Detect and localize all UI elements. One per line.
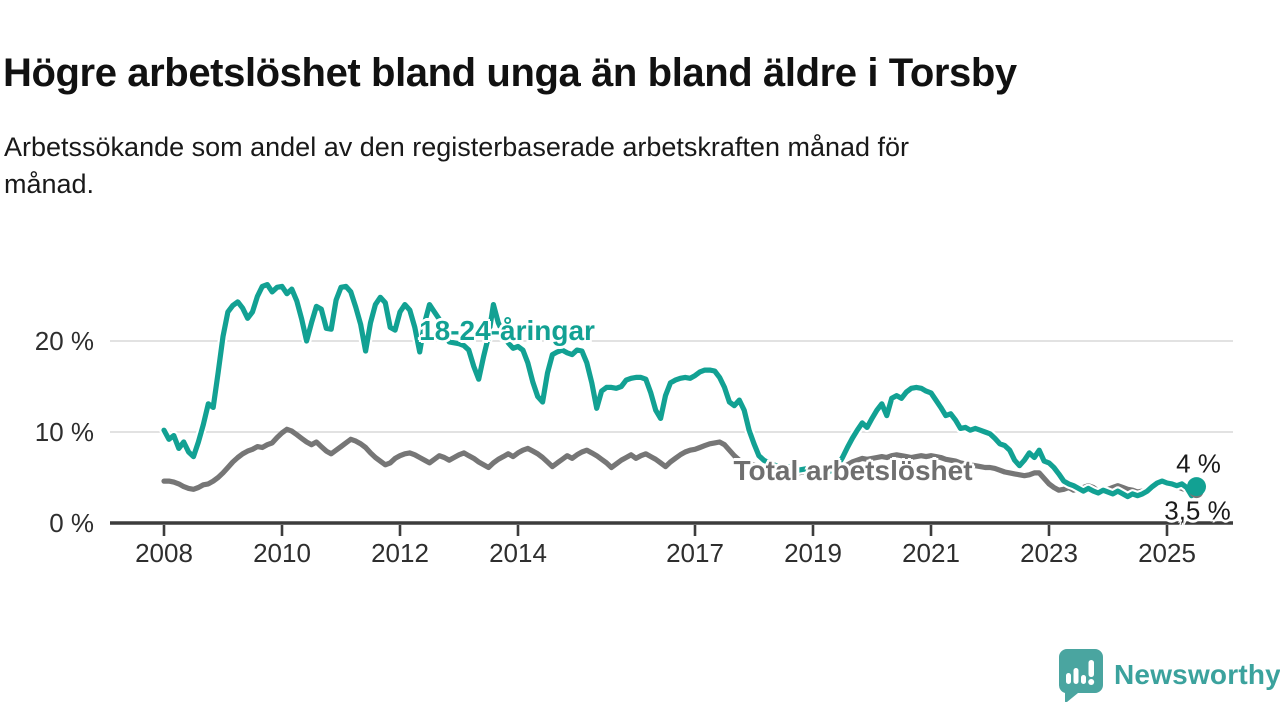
x-axis-label-2021: 2021 — [902, 538, 960, 568]
page-subtitle-line1: Arbetssökande som andel av den registerb… — [4, 132, 910, 162]
y-axis-label-10: 10 % — [34, 417, 94, 447]
newsworthy-logo-text: Newsworthy — [1114, 659, 1280, 690]
page-subtitle: Arbetssökande som andel av den registerb… — [4, 129, 1224, 203]
end-dot-18-24 — [1187, 477, 1206, 497]
end-value-label-18-24: 4 % — [1176, 448, 1221, 479]
x-axis-label-2014: 2014 — [489, 538, 547, 568]
page-title: Högre arbetslöshet bland unga än bland ä… — [3, 50, 1017, 95]
series-label-18-24-aringar: 18-24-åringar — [419, 315, 595, 346]
line-18-24-aringar — [161, 282, 1200, 500]
y-axis-label-20: 20 % — [34, 326, 94, 356]
x-axis-label-2017: 2017 — [666, 538, 724, 568]
x-axis-label-2019: 2019 — [784, 538, 842, 568]
newsworthy-logo: Newsworthy — [1056, 648, 1280, 702]
y-axis-label-0: 0 % — [49, 508, 94, 538]
x-axis-label-2010: 2010 — [253, 538, 311, 568]
x-axis-label-2008: 2008 — [135, 538, 193, 568]
end-value-label-total: 3,5 % — [1164, 495, 1231, 526]
series-label-total-arbetsloshet: Total arbetslöshet — [733, 455, 973, 486]
page-subtitle-line2: månad. — [4, 169, 95, 199]
newsworthy-speech-bubble-bar-chart-icon — [1058, 649, 1103, 702]
x-axis-label-2023: 2023 — [1020, 538, 1078, 568]
line-total-arbetsloshet — [161, 426, 1200, 497]
x-axis-label-2012: 2012 — [371, 538, 429, 568]
line-18-24-casing — [159, 279, 1202, 502]
x-axis-label-2025: 2025 — [1138, 538, 1196, 568]
